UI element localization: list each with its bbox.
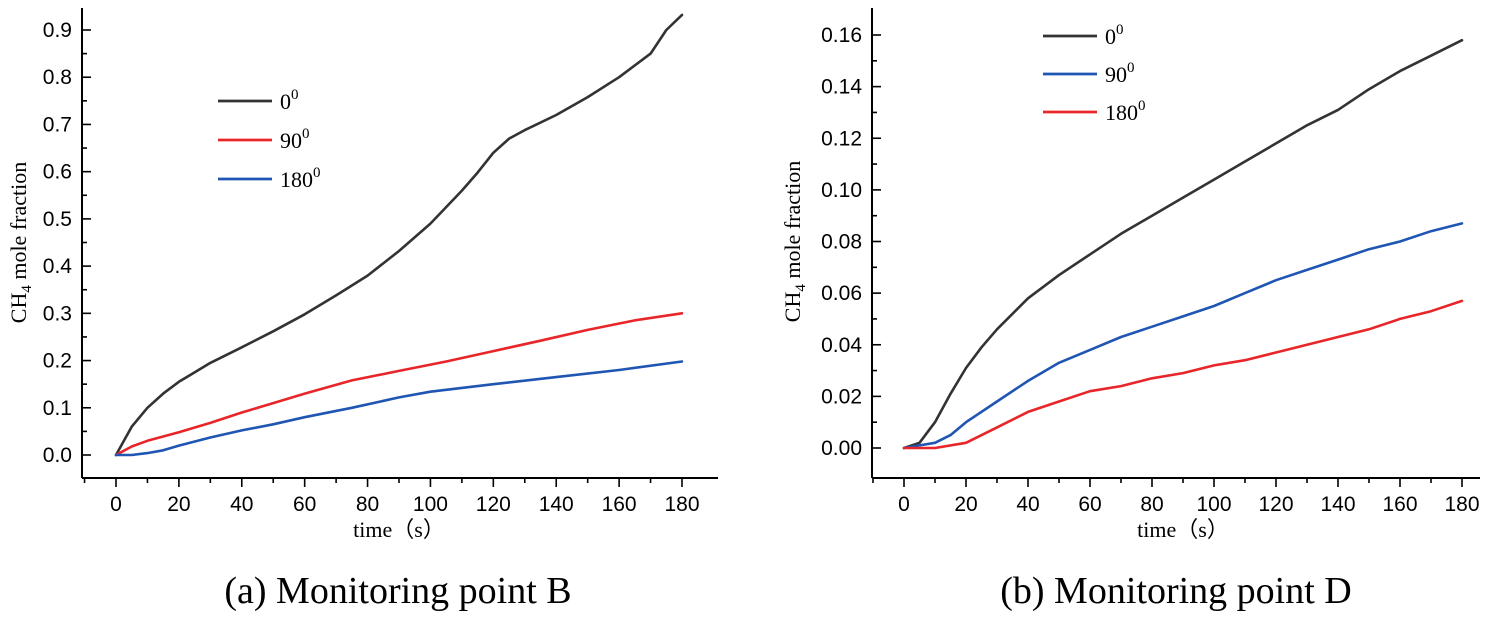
x-tick-label: 80 xyxy=(356,493,379,516)
y-tick-label: 0.2 xyxy=(43,350,72,373)
x-tick-label: 180 xyxy=(1444,493,1479,516)
series-line-180 xyxy=(114,360,684,457)
y-tick-label: 0.5 xyxy=(43,208,72,231)
legend-label-180: 1800 xyxy=(1105,98,1146,125)
x-tick-label: 60 xyxy=(1078,493,1101,516)
x-tick-label: 20 xyxy=(167,493,190,516)
y-tick-label: 0.9 xyxy=(43,19,72,42)
x-tick-label: 60 xyxy=(293,493,316,516)
y-tick-label: 0.1 xyxy=(43,397,72,420)
legend-label-90: 900 xyxy=(1105,60,1135,87)
y-tick-label: 0.08 xyxy=(821,231,862,254)
y-tick-label: 0.6 xyxy=(43,161,72,184)
series-line-180 xyxy=(902,299,1464,450)
y-tick-label: 0.00 xyxy=(821,437,862,460)
x-tick-label: 100 xyxy=(413,493,448,516)
x-tick-label: 140 xyxy=(1320,493,1355,516)
y-tick-label: 0.0 xyxy=(43,444,72,467)
legend-label-90: 900 xyxy=(280,126,310,153)
x-tick-label: 160 xyxy=(1382,493,1417,516)
y-tick-label: 0.16 xyxy=(821,24,862,47)
series-line-90 xyxy=(902,222,1464,450)
x-axis-label: time（s） xyxy=(353,517,445,542)
y-tick-label: 0.3 xyxy=(43,302,72,325)
x-tick-label: 0 xyxy=(898,493,910,516)
series-line-0 xyxy=(114,13,684,457)
x-tick-label: 120 xyxy=(476,493,511,516)
x-tick-label: 40 xyxy=(230,493,253,516)
chart-caption: (b) Monitoring point D xyxy=(1000,570,1351,612)
legend-label-0: 00 xyxy=(1105,22,1124,49)
y-tick-label: 0.4 xyxy=(43,255,73,278)
x-tick-label: 160 xyxy=(602,493,637,516)
x-tick-label: 40 xyxy=(1016,493,1039,516)
x-axis-label: time（s） xyxy=(1137,517,1229,542)
y-axis-label: CH4 mole fraction xyxy=(780,161,809,322)
legend-label-180: 1800 xyxy=(280,165,321,192)
chart-caption: (a) Monitoring point B xyxy=(224,570,571,612)
y-tick-label: 0.04 xyxy=(821,334,862,357)
x-tick-label: 140 xyxy=(539,493,574,516)
series-line-0 xyxy=(902,38,1464,450)
x-tick-label: 180 xyxy=(664,493,699,516)
x-tick-label: 20 xyxy=(954,493,977,516)
y-tick-label: 0.02 xyxy=(821,385,862,408)
y-tick-label: 0.8 xyxy=(43,66,72,89)
x-tick-label: 120 xyxy=(1258,493,1293,516)
x-tick-label: 0 xyxy=(110,493,122,516)
y-axis-label: CH4 mole fraction xyxy=(6,162,35,323)
y-tick-label: 0.14 xyxy=(821,76,862,99)
chart-a: 0.0 0.1 0.2 0.3 0.4 0.5 0.6 0.7 0.8 0.9 0 20 40 60 80 1… xyxy=(6,8,718,612)
x-tick-label: 100 xyxy=(1196,493,1231,516)
y-tick-label: 0.7 xyxy=(43,113,72,136)
series-line-90 xyxy=(114,311,684,457)
y-tick-label: 0.12 xyxy=(821,127,862,150)
x-tick-label: 80 xyxy=(1140,493,1163,516)
legend-label-0: 00 xyxy=(280,87,299,114)
y-tick-label: 0.10 xyxy=(821,179,862,202)
chart-b: 0.00 0.02 0.04 0.06 0.08 0.10 0.12 0.14 0.16 0 20 4… xyxy=(780,8,1480,612)
y-tick-label: 0.06 xyxy=(821,282,862,305)
